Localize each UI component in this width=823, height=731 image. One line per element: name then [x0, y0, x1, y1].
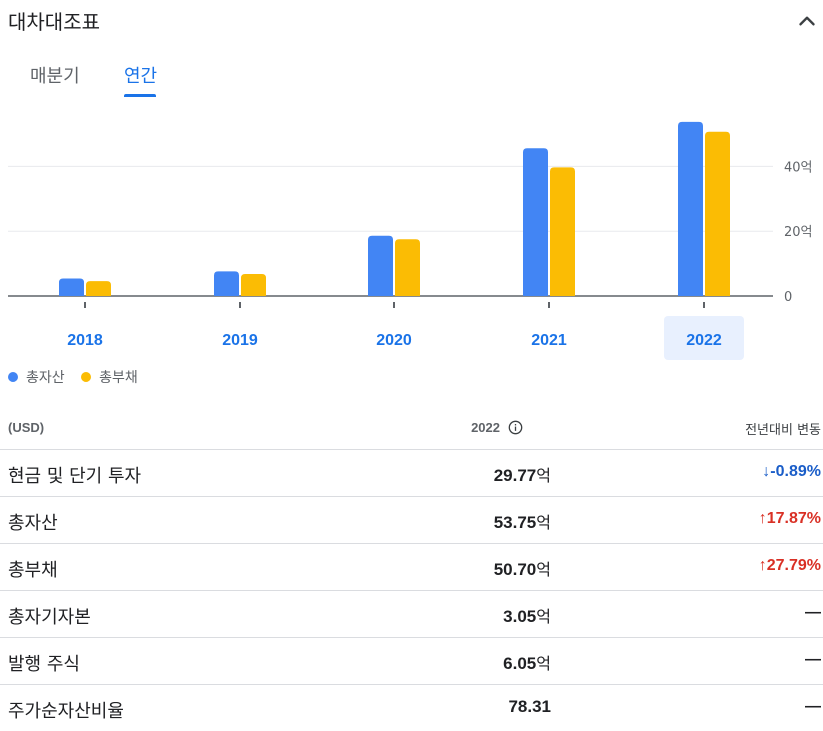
- row-value-unit: 억: [536, 560, 551, 579]
- row-value-number: 3.05: [503, 607, 537, 626]
- bar-total-assets[interactable]: [523, 148, 548, 296]
- row-value-number: 53.75: [493, 513, 537, 532]
- row-value-unit: 억: [536, 607, 551, 626]
- row-label: 총자산: [8, 513, 58, 534]
- arrow-up-icon: ↑: [758, 510, 767, 527]
- balance-sheet-table: (USD) 2022 전년대비 변동 현금 및 단기 투자 29.77억 ↓-0.8…: [0, 405, 823, 731]
- balance-sheet-chart: 0 20억 40억 2018 2019 2020 2021 2022: [8, 121, 813, 360]
- info-icon[interactable]: [508, 420, 523, 435]
- bar-total-liabilities[interactable]: [86, 281, 111, 296]
- tab-quarterly[interactable]: 매분기: [30, 66, 80, 87]
- row-value-unit: 억: [536, 654, 551, 673]
- row-value-unit: 억: [536, 466, 551, 485]
- legend-dot-liabilities: [81, 372, 92, 382]
- row-change: —: [805, 698, 821, 716]
- legend-label-assets: 총자산: [26, 370, 65, 386]
- x-tick-label-2020[interactable]: 2020: [376, 332, 412, 349]
- year-header: 2022: [471, 420, 523, 435]
- year-header-label: 2022: [471, 420, 500, 435]
- legend-dot-assets: [8, 372, 18, 382]
- row-value: 29.77억: [494, 462, 551, 486]
- row-value-unit: 억: [536, 513, 551, 532]
- legend-label-liabilities: 총부채: [99, 370, 138, 386]
- row-label: 총자기자본: [8, 607, 91, 628]
- row-change-value: —: [805, 604, 821, 621]
- row-change: ↑27.79%: [759, 557, 821, 575]
- arrow-up-icon: ↑: [758, 557, 767, 574]
- row-value: 6.05억: [503, 650, 551, 674]
- currency-header: (USD): [8, 420, 45, 435]
- legend-item-total-assets: 총자산: [8, 367, 65, 387]
- row-value: 50.70억: [494, 556, 551, 580]
- row-value: 53.75억: [494, 509, 551, 533]
- x-tick-label-2019[interactable]: 2019: [222, 332, 258, 349]
- yoy-change-header: 전년대비 변동: [745, 423, 821, 438]
- table-row: 총자산 53.75억 ↑17.87%: [0, 497, 823, 544]
- row-change-value: —: [805, 698, 821, 715]
- table-header: (USD) 2022 전년대비 변동: [0, 405, 823, 450]
- active-tab-indicator: [124, 94, 156, 97]
- bar-total-assets[interactable]: [368, 235, 393, 296]
- row-change: —: [805, 604, 821, 622]
- row-value-number: 6.05: [503, 654, 537, 673]
- row-change-value: -0.89%: [770, 463, 821, 480]
- table-row: 발행 주식 6.05억 —: [0, 638, 823, 685]
- y-tick-label: 0: [784, 290, 792, 305]
- row-change-value: 17.87%: [766, 510, 821, 527]
- table-row: 주가순자산비율 78.31 —: [0, 685, 823, 731]
- legend-item-total-liabilities: 총부채: [81, 367, 138, 387]
- tab-annual[interactable]: 연간: [124, 66, 158, 87]
- chart-legend: 총자산 총부채: [8, 367, 150, 387]
- selected-year-highlight: [664, 316, 744, 360]
- row-label: 총부채: [8, 560, 58, 581]
- x-tick-label-2021[interactable]: 2021: [531, 332, 567, 349]
- row-value-number: 29.77: [493, 466, 537, 485]
- bar-total-liabilities[interactable]: [550, 167, 575, 296]
- bar-total-assets[interactable]: [678, 121, 703, 296]
- row-change: —: [805, 651, 821, 669]
- table-row: 현금 및 단기 투자 29.77억 ↓-0.89%: [0, 450, 823, 497]
- bar-total-liabilities[interactable]: [241, 273, 266, 296]
- x-tick-label-2022[interactable]: 2022: [686, 332, 722, 349]
- section-title: 대차대조표: [8, 10, 100, 34]
- x-tick-label-2018[interactable]: 2018: [67, 332, 103, 349]
- table-row: 총자기자본 3.05억 —: [0, 591, 823, 638]
- y-tick-label: 40억: [784, 160, 813, 175]
- row-value-number: 50.70: [493, 560, 537, 579]
- table-row: 총부채 50.70억 ↑27.79%: [0, 544, 823, 591]
- row-label: 발행 주식: [8, 654, 80, 675]
- row-value-number: 78.31: [508, 697, 551, 716]
- row-change-value: 27.79%: [766, 557, 821, 574]
- table-body: 현금 및 단기 투자 29.77억 ↓-0.89% 총자산 53.75억 ↑17.87% 총…: [0, 450, 823, 731]
- bar-total-assets[interactable]: [214, 271, 239, 296]
- bar-total-assets[interactable]: [59, 278, 84, 296]
- row-label: 주가순자산비율: [8, 701, 124, 722]
- arrow-down-icon: ↓: [762, 463, 771, 480]
- row-value: 3.05억: [503, 603, 551, 627]
- row-change-value: —: [805, 651, 821, 668]
- row-change: ↑17.87%: [759, 510, 821, 528]
- period-tabs: 매분기 연간: [0, 62, 400, 102]
- y-tick-label: 20억: [784, 225, 813, 240]
- bar-total-liabilities[interactable]: [705, 131, 730, 296]
- chevron-up-icon[interactable]: [794, 8, 820, 34]
- row-change: ↓-0.89%: [762, 463, 821, 481]
- row-label: 현금 및 단기 투자: [8, 466, 142, 487]
- row-value: 78.31: [508, 697, 551, 717]
- bar-total-liabilities[interactable]: [395, 239, 420, 296]
